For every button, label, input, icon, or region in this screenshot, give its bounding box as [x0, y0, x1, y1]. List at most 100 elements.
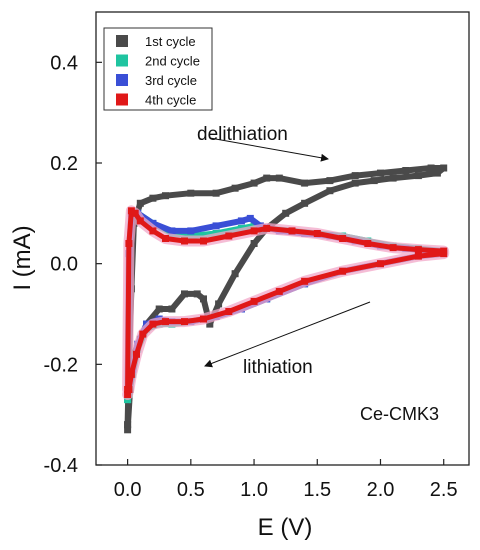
- data-point: [212, 189, 220, 197]
- data-point: [125, 386, 133, 393]
- legend-marker: [116, 74, 128, 86]
- data-point: [246, 214, 254, 222]
- x-tick-label: 1.0: [240, 479, 268, 501]
- data-point: [136, 199, 144, 207]
- data-point: [275, 287, 283, 295]
- data-point: [162, 192, 169, 200]
- legend-label: 3rd cycle: [145, 73, 197, 88]
- data-point: [263, 174, 271, 182]
- series-4: [122, 205, 450, 400]
- data-point: [389, 244, 397, 252]
- data-point: [181, 318, 188, 326]
- data-point: [389, 174, 397, 182]
- data-point: [250, 179, 258, 187]
- data-point: [149, 194, 157, 202]
- x-tick-label: 1.5: [303, 479, 331, 501]
- data-point: [133, 350, 140, 358]
- data-point: [414, 172, 422, 180]
- legend-label: 2nd cycle: [145, 54, 200, 69]
- data-point: [200, 315, 207, 323]
- data-point: [301, 179, 309, 187]
- data-point: [136, 217, 144, 225]
- data-point: [225, 308, 233, 315]
- data-point: [250, 240, 258, 247]
- data-point: [275, 174, 283, 182]
- data-point: [124, 421, 132, 429]
- x-tick-label: 0.0: [114, 479, 142, 501]
- data-point: [181, 237, 188, 245]
- data-point: [301, 199, 309, 207]
- data-point: [139, 330, 147, 338]
- data-point: [440, 164, 448, 172]
- data-point: [127, 207, 135, 215]
- data-point: [263, 224, 271, 232]
- data-point: [250, 297, 258, 305]
- data-point: [414, 252, 422, 260]
- data-point: [402, 167, 410, 174]
- data-point: [326, 187, 334, 195]
- legend-label: 4th cycle: [145, 93, 196, 108]
- data-point: [364, 240, 372, 247]
- legend-marker: [116, 93, 128, 106]
- data-point: [282, 209, 290, 217]
- y-tick-label: 0.4: [50, 52, 78, 74]
- data-point: [155, 305, 163, 313]
- data-point: [237, 217, 245, 225]
- data-point: [326, 177, 334, 185]
- data-point: [377, 169, 384, 177]
- data-point: [440, 250, 448, 258]
- y-tick-label: -0.2: [44, 354, 78, 376]
- data-point: [124, 426, 132, 434]
- data-point: [313, 230, 321, 237]
- data-point: [206, 320, 214, 328]
- data-point: [427, 164, 435, 172]
- y-tick-label: 0.2: [50, 153, 78, 175]
- series-line: [124, 165, 447, 433]
- data-point: [168, 305, 176, 313]
- data-point: [225, 232, 233, 240]
- x-tick-label: 0.5: [177, 479, 205, 501]
- chart-legend: 1st cycle 2nd cycle 3rd cycle 4th cycle: [103, 27, 213, 111]
- y-axis-label: I (mA): [9, 225, 36, 290]
- data-point: [149, 227, 157, 235]
- data-point: [162, 235, 169, 242]
- series-1: [124, 164, 448, 434]
- data-point: [301, 277, 309, 285]
- annotation-sample-name: Ce-CMK3: [360, 404, 439, 424]
- data-point: [149, 320, 157, 328]
- data-point: [377, 260, 384, 268]
- data-point: [125, 240, 133, 247]
- data-point: [351, 179, 359, 187]
- data-point: [181, 290, 188, 298]
- x-axis-label: E (V): [258, 514, 313, 541]
- data-point: [131, 209, 139, 217]
- data-point: [339, 267, 347, 275]
- axis-ticks: 0.0 0.5 1.0 1.5 2.0 2.5 -0.4 -0.2 0.0 0.2 0.4: [44, 52, 458, 501]
- data-point: [231, 184, 239, 192]
- legend-marker: [116, 35, 128, 47]
- chart-series-layer: [122, 164, 450, 434]
- x-tick-label: 2.0: [367, 479, 395, 501]
- data-point: [168, 227, 176, 235]
- data-point: [193, 290, 201, 298]
- data-point: [250, 227, 258, 235]
- data-point: [215, 300, 223, 308]
- data-point: [339, 235, 347, 242]
- data-point: [200, 295, 207, 303]
- plot-frame: [95, 11, 470, 466]
- data-point: [414, 246, 422, 254]
- data-point: [149, 219, 157, 227]
- delithiation-arrow: [209, 137, 329, 162]
- lithiation-arrow: [204, 301, 371, 368]
- data-point: [212, 222, 220, 230]
- annotation-arrows: [204, 137, 371, 368]
- data-point: [231, 270, 239, 278]
- legend-marker: [116, 54, 128, 67]
- data-point: [187, 227, 195, 235]
- x-tick-label: 2.5: [430, 479, 458, 501]
- legend-label: 1st cycle: [145, 34, 196, 49]
- data-point: [433, 169, 441, 177]
- data-point: [200, 237, 207, 245]
- data-point: [124, 391, 132, 398]
